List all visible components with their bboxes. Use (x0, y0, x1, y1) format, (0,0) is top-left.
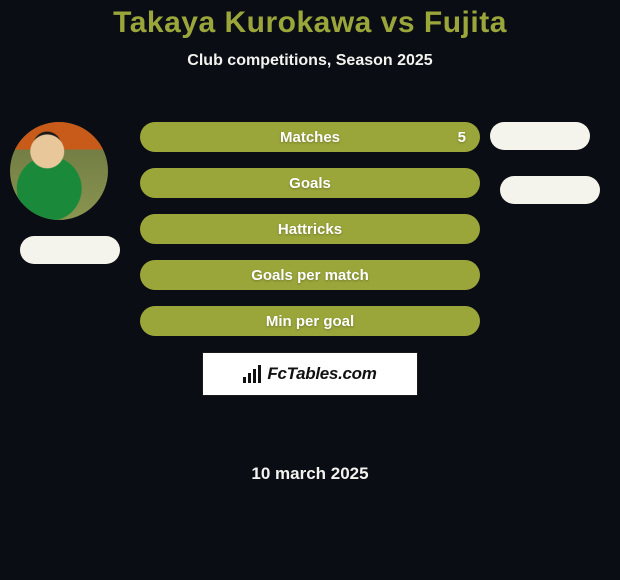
avatar-photo (10, 122, 108, 220)
stat-row-min-per-goal: Min per goal (140, 306, 480, 336)
stats-panel: Matches 5 Goals Hattricks Goals per matc… (140, 122, 480, 352)
stat-label: Goals per match (251, 267, 369, 284)
comparison-title: Takaya Kurokawa vs Fujita (0, 0, 620, 40)
player-avatar-left (10, 122, 108, 220)
stat-row-hattricks: Hattricks (140, 214, 480, 244)
blank-pill-left (20, 236, 120, 264)
blank-pill-right-2 (500, 176, 600, 204)
blank-pill-right-1 (490, 122, 590, 150)
footer-logo: FcTables.com (202, 352, 418, 396)
stat-value: 5 (458, 129, 466, 146)
comparison-date: 10 march 2025 (0, 464, 620, 484)
stat-label: Min per goal (266, 313, 354, 330)
stat-label: Matches (280, 129, 340, 146)
comparison-subtitle: Club competitions, Season 2025 (0, 52, 620, 70)
stat-row-matches: Matches 5 (140, 122, 480, 152)
stat-label: Goals (289, 175, 331, 192)
stat-row-goals-per-match: Goals per match (140, 260, 480, 290)
stat-label: Hattricks (278, 221, 342, 238)
logo-bars-icon (243, 365, 261, 383)
footer-logo-text: FcTables.com (267, 364, 376, 384)
stat-row-goals: Goals (140, 168, 480, 198)
